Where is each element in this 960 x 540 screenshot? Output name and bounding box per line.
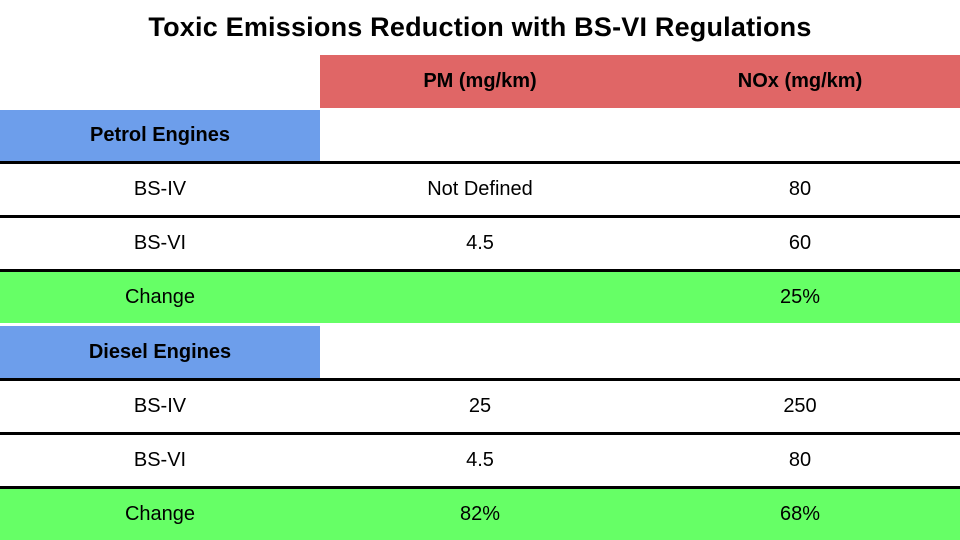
pm-value-cell: 82% — [459, 503, 501, 525]
row-label-cell: Change — [124, 286, 196, 308]
data-row-diesel-bsvi: BS-VI 4.5 80 — [0, 435, 960, 486]
row-divider — [0, 269, 960, 272]
pm-value-cell: 25 — [468, 395, 492, 417]
data-row-petrol-bsiv: BS-IV Not Defined 80 — [0, 164, 960, 215]
row-label-cell: BS-IV — [133, 395, 187, 417]
pm-value-cell: 4.5 — [466, 232, 494, 254]
nox-value-cell — [640, 326, 960, 378]
pm-value-cell: Not Defined — [427, 178, 533, 200]
section-row-petrol: Petrol Engines — [0, 110, 960, 161]
nox-value-cell: 60 — [788, 232, 812, 254]
header-spacer-cell — [0, 55, 320, 108]
row-label-cell: BS-VI — [133, 449, 187, 471]
pm-value-cell — [320, 110, 640, 161]
section-label-diesel: Diesel Engines — [0, 326, 320, 378]
row-divider — [0, 215, 960, 218]
page-title: Toxic Emissions Reduction with BS-VI Reg… — [148, 12, 812, 42]
pm-value-cell — [320, 326, 640, 378]
row-gap — [0, 323, 960, 326]
nox-value-cell: 68% — [779, 503, 821, 525]
row-label-cell: BS-VI — [133, 232, 187, 254]
row-label-cell: Change — [124, 503, 196, 525]
row-divider — [0, 378, 960, 381]
section-label-petrol: Petrol Engines — [0, 110, 320, 161]
header-pm-cell: PM (mg/km) — [320, 55, 640, 108]
pm-value-cell — [320, 272, 640, 323]
nox-value-cell: 80 — [788, 449, 812, 471]
table-header-row: PM (mg/km) NOx (mg/km) — [0, 55, 960, 108]
change-row-diesel: Change 82% 68% — [0, 489, 960, 540]
pm-value-cell: 4.5 — [466, 449, 494, 471]
header-nox-cell: NOx (mg/km) — [640, 55, 960, 108]
nox-value-cell — [640, 110, 960, 161]
row-divider — [0, 161, 960, 164]
nox-value-cell: 25% — [779, 286, 821, 308]
data-row-diesel-bsiv: BS-IV 25 250 — [0, 381, 960, 432]
row-divider — [0, 486, 960, 489]
section-row-diesel: Diesel Engines — [0, 326, 960, 378]
nox-value-cell: 250 — [783, 395, 817, 417]
row-divider — [0, 432, 960, 435]
emissions-table: PM (mg/km) NOx (mg/km) Petrol Engines BS… — [0, 55, 960, 540]
row-gap — [0, 108, 960, 110]
data-row-petrol-bsvi: BS-VI 4.5 60 — [0, 218, 960, 269]
row-label-cell: BS-IV — [133, 178, 187, 200]
change-row-petrol: Change 25% — [0, 272, 960, 323]
nox-value-cell: 80 — [788, 178, 812, 200]
